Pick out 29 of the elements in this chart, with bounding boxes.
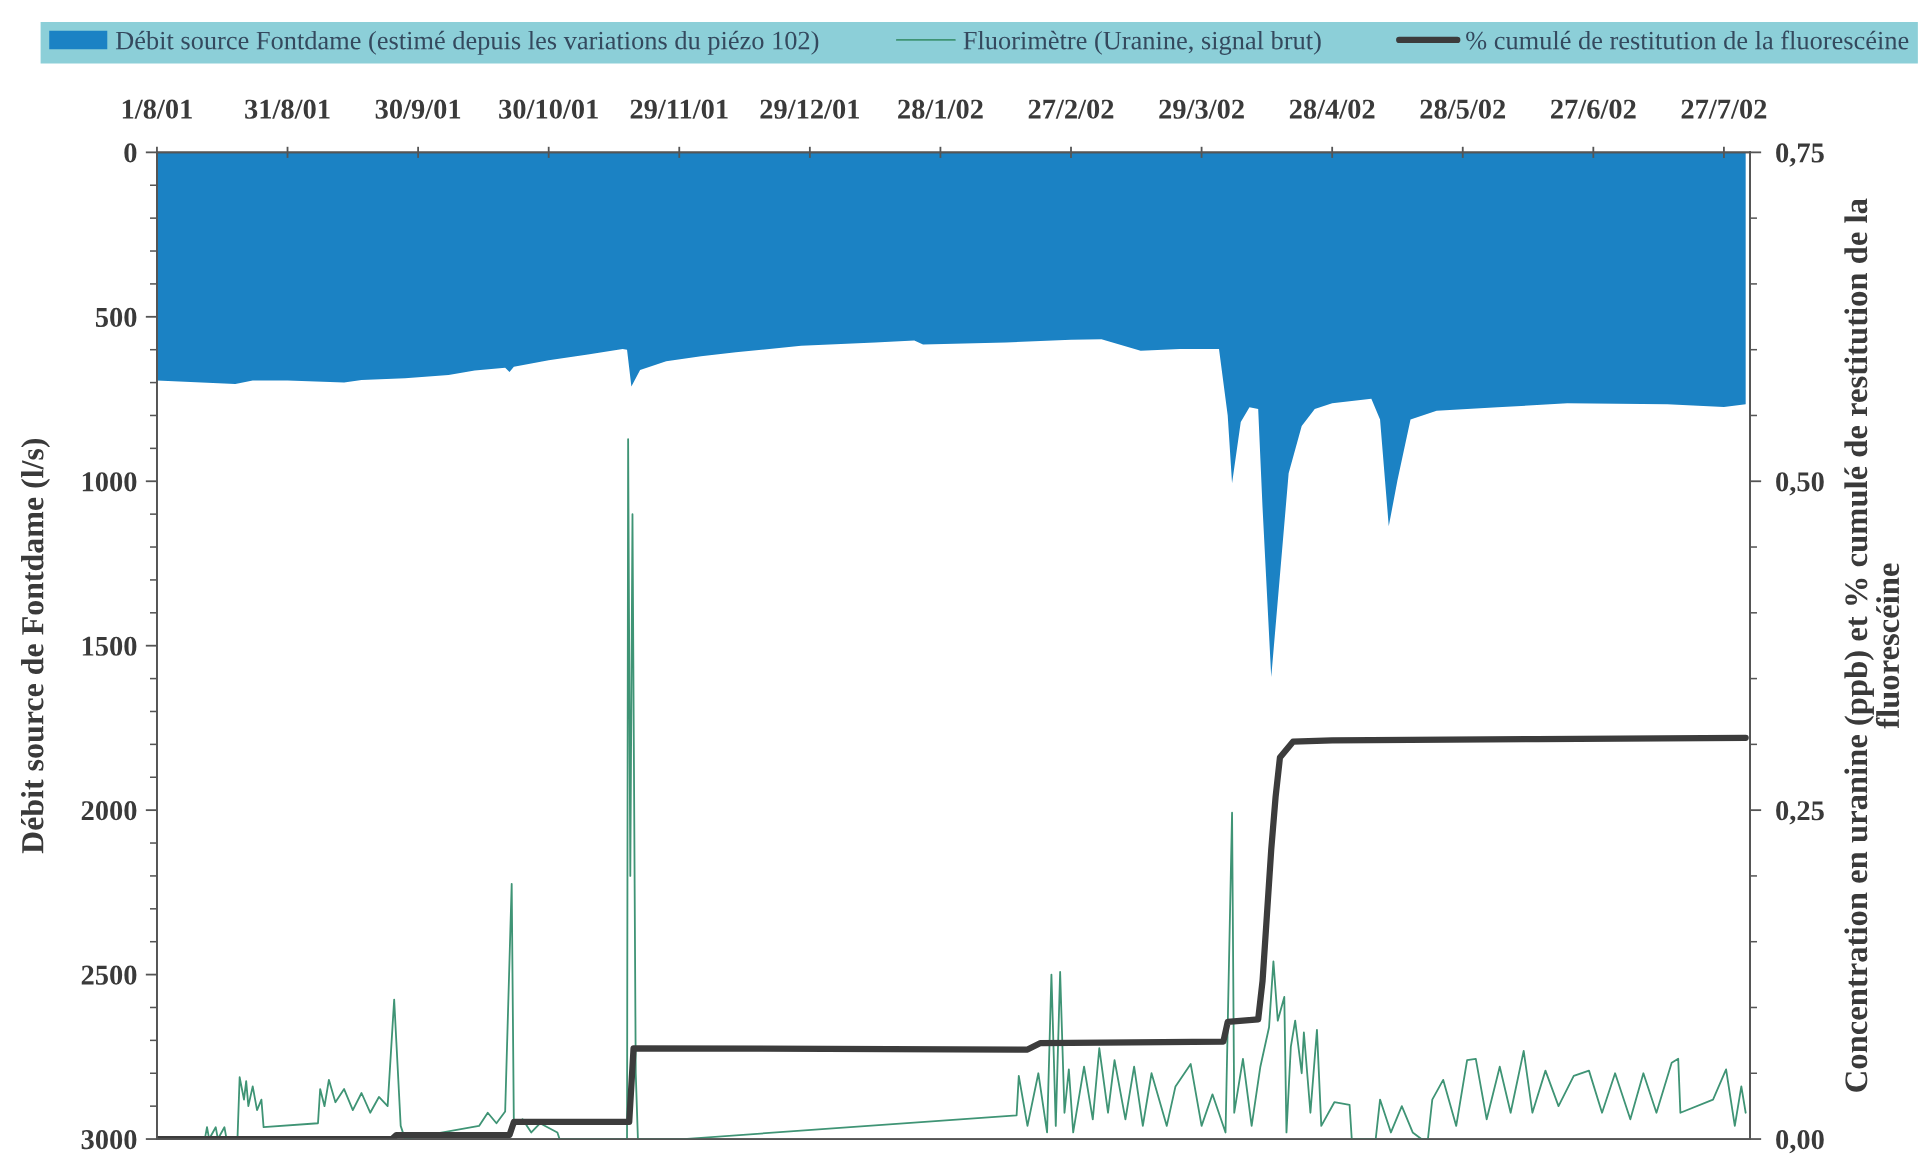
x-tick-label: 27/7/02 — [1681, 99, 1767, 119]
y-tick-label: 2500 — [81, 965, 137, 985]
x-tick-label: 27/6/02 — [1551, 99, 1636, 119]
x-tick-label: 1/8/01 — [122, 99, 192, 119]
x-tick-label: 28/1/02 — [898, 99, 983, 119]
y2-tick-label: 0,25 — [1776, 801, 1824, 825]
x-tick-label: 28/4/02 — [1289, 99, 1375, 119]
y-tick-label: 500 — [95, 307, 137, 327]
x-tick-label: 28/5/02 — [1420, 99, 1506, 119]
y2-tick-label: 0,00 — [1776, 1129, 1824, 1154]
x-tick-label: 30/9/01 — [375, 99, 461, 119]
y-tick-label: 3000 — [81, 1129, 137, 1150]
y-tick-label: 1000 — [82, 472, 137, 492]
x-tick-label: 30/10/01 — [499, 99, 598, 119]
y2-tick-label: 0,50 — [1776, 472, 1824, 496]
x-tick-label: 29/11/01 — [630, 99, 728, 119]
y-axis-title: Débit source de Fontdame (l/s) — [21, 438, 50, 854]
y2-axis-title: Concentration en uranine (ppb) et % cumulé de restitution de la fluorescéine — [1844, 198, 1900, 1092]
y2-tick-label: 0,75 — [1776, 143, 1824, 167]
legend-label: Fluorimètre (Uranine, signal brut) — [963, 30, 1321, 55]
legend-label: % cumulé de restitution de la fluorescéine — [1466, 30, 1909, 50]
y-tick-label: 2000 — [81, 801, 137, 821]
x-tick-label: 29/12/01 — [760, 99, 859, 119]
legend-label: Débit source Fontdame (estimé depuis les variations du piézo 102) — [115, 30, 819, 55]
x-tick-label: 31/8/01 — [245, 99, 330, 119]
y-tick-label: 1500 — [82, 636, 137, 656]
x-tick-label: 27/2/02 — [1028, 99, 1114, 119]
y-tick-label: 0 — [124, 143, 137, 163]
x-tick-label: 29/3/02 — [1159, 99, 1244, 119]
